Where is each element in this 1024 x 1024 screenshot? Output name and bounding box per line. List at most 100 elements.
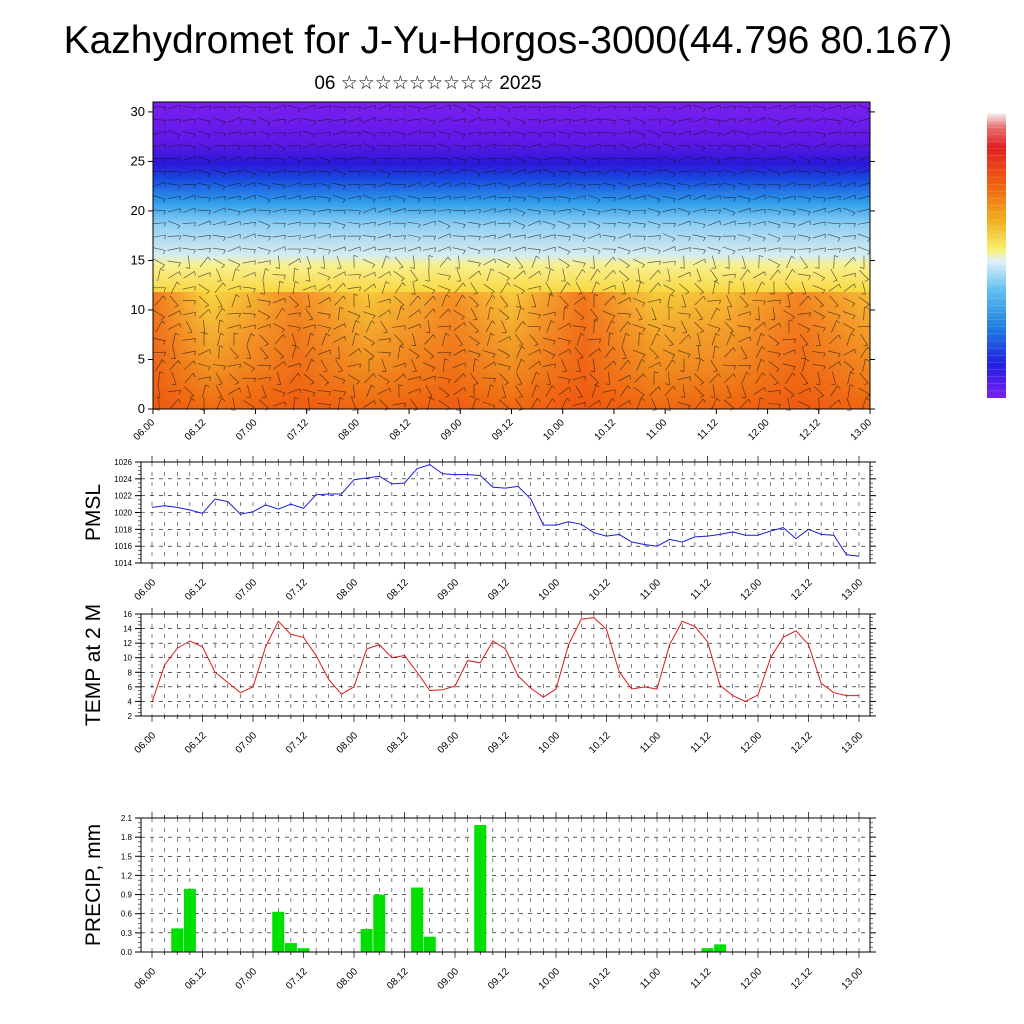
- wind-barb-flag: [299, 235, 301, 240]
- wind-barb: [319, 373, 329, 383]
- wind-barb: [512, 131, 526, 135]
- wind-barb: [485, 294, 493, 307]
- wind-barb: [575, 269, 583, 281]
- wind-barb: [812, 363, 826, 367]
- wind-barb: [737, 144, 751, 147]
- wind-barb: [347, 222, 361, 225]
- wind-barb-flag: [762, 372, 766, 377]
- wind-barb: [528, 349, 540, 356]
- wind-barb-flag: [327, 160, 331, 165]
- wind-barb: [557, 220, 571, 226]
- wind-barb: [182, 222, 196, 224]
- wind-barb-flag: [518, 344, 523, 347]
- wind-barb-flag: [163, 287, 166, 292]
- wind-barb: [257, 299, 271, 303]
- wind-barb-flag: [221, 307, 226, 312]
- wind-barb-flag: [164, 234, 166, 240]
- wind-barb: [422, 144, 436, 147]
- wind-barb-flag: [838, 399, 841, 404]
- wind-barb: [752, 208, 766, 212]
- wind-barb: [662, 182, 676, 187]
- wind-barb-flag: [279, 356, 284, 360]
- wind-barb: [752, 143, 766, 148]
- wind-barb-flag: [554, 106, 556, 111]
- wind-barb-flag: [357, 315, 361, 320]
- wind-barb: [422, 182, 436, 187]
- wind-barb: [227, 221, 241, 226]
- wind-barb: [857, 117, 871, 122]
- wind-barb-flag: [387, 173, 391, 178]
- wind-barb: [302, 208, 316, 212]
- wind-barb-flag: [702, 147, 706, 152]
- y-tick-label: 1.8: [121, 833, 133, 842]
- wind-barb-flag: [504, 382, 509, 385]
- wind-barb-flag: [492, 354, 496, 358]
- wind-barb-flag: [372, 199, 376, 204]
- y-tick-label: 1026: [114, 458, 132, 467]
- wind-barb: [633, 387, 645, 396]
- wind-barb-flag: [770, 292, 775, 295]
- wind-barb: [572, 156, 586, 161]
- wind-barb: [274, 347, 284, 358]
- wind-barb: [273, 323, 285, 330]
- wind-barb: [487, 307, 491, 321]
- wind-barb: [167, 208, 181, 213]
- wind-barb: [377, 207, 391, 213]
- wind-barb-flag: [448, 308, 451, 313]
- wind-barb-flag: [433, 172, 436, 177]
- wind-barb-flag: [613, 236, 616, 241]
- wind-barb: [317, 118, 331, 121]
- wind-barb-flag: [612, 185, 616, 190]
- wind-barb: [215, 397, 223, 411]
- wind-barb-flag: [473, 383, 479, 386]
- wind-barb-flag: [537, 398, 541, 402]
- precip-bar: [423, 936, 436, 952]
- wind-barb: [452, 144, 466, 147]
- x-tick-label: 13.00: [840, 966, 866, 992]
- wind-barb: [437, 233, 451, 239]
- wind-barb-flag: [625, 278, 630, 282]
- wind-barb: [842, 144, 856, 147]
- wind-barb-flag: [838, 223, 841, 228]
- wind-barb-flag: [613, 270, 616, 274]
- wind-barb-flag: [268, 158, 271, 163]
- wind-barb: [617, 246, 631, 252]
- wind-barb-flag: [749, 222, 751, 227]
- wind-barb: [212, 247, 226, 251]
- x-tick-label: 06.00: [133, 730, 159, 756]
- wind-barb-flag: [209, 376, 211, 382]
- wind-barb: [677, 376, 691, 380]
- wind-barb: [458, 255, 460, 269]
- wind-barb-flag: [402, 199, 406, 203]
- wind-barb: [512, 182, 526, 187]
- wind-barb: [182, 195, 196, 200]
- wind-barb-flag: [507, 186, 511, 191]
- wind-barb-flag: [266, 316, 270, 320]
- wind-barb: [812, 221, 826, 225]
- wind-barb: [797, 312, 811, 315]
- wind-barb-flag: [238, 106, 241, 112]
- wind-barb: [152, 247, 166, 251]
- wind-barb-flag: [778, 404, 781, 409]
- wind-barb-flag: [432, 121, 436, 126]
- wind-barb-flag: [716, 307, 721, 311]
- wind-barb: [677, 271, 691, 278]
- wind-barb: [155, 359, 163, 372]
- wind-barb: [557, 170, 571, 173]
- wind-barb: [651, 333, 657, 346]
- wind-barb: [604, 269, 614, 280]
- wind-barb: [617, 131, 631, 135]
- wind-barb-flag: [359, 286, 361, 292]
- wind-barb: [797, 117, 811, 123]
- wind-barb: [768, 322, 780, 331]
- wind-barb: [632, 142, 646, 149]
- wind-barb: [497, 182, 511, 187]
- wind-barb: [378, 387, 390, 395]
- wind-barb: [215, 307, 223, 320]
- wind-barb: [512, 117, 526, 123]
- wind-barb: [722, 273, 736, 276]
- wind-barb-flag: [822, 327, 826, 332]
- wind-barb: [558, 258, 570, 266]
- wind-barb: [587, 106, 601, 108]
- wind-barb-flag: [659, 158, 661, 163]
